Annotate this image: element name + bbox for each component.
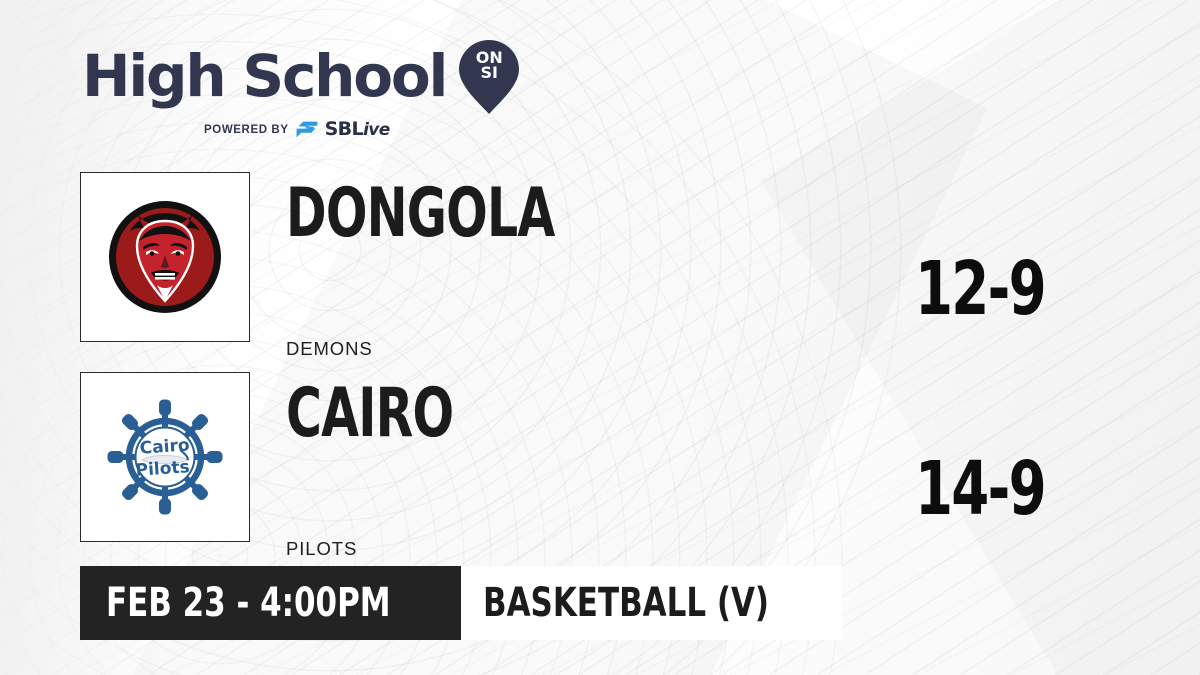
cairo-pilots-logo: Cairo Pilots [107,399,223,515]
svg-text:Pilots: Pilots [135,457,190,481]
sblive-s-mark-icon [296,121,317,138]
game-sport-block: BASKETBALL (V) [460,566,842,640]
home-team-logo-box: Cairo Pilots [80,372,250,542]
game-datetime-block: FEB 23 - 4:00PM [80,566,461,640]
home-team-name: CAIRO [286,374,454,453]
game-info-banner: FEB 23 - 4:00PM BASKETBALL (V) [80,566,842,640]
brand-lockup: High School ON SI [82,38,520,114]
away-team-logo-box [80,172,250,342]
pin-label: ON SI [458,48,520,82]
pin-label-line2: SI [480,63,498,82]
away-team-row: DONGOLA DEMONS 12-9 [0,172,1200,372]
powered-by-lockup: POWERED BY SBLive [204,120,512,139]
powered-by-label: POWERED BY [204,123,289,136]
dongola-demons-logo [109,201,221,313]
sblive-wordmark-bold: SBL [324,118,364,140]
game-sport-label: BASKETBALL (V) [482,580,769,626]
sblive-wordmark-italic: ive [363,120,390,140]
home-team-mascot: PILOTS [286,538,358,559]
away-team-name: DONGOLA [286,174,555,253]
home-team-record: 14-9 [914,446,1047,532]
brand-wordmark: High School [82,42,448,110]
home-team-row: Cairo Pilots CAIRO PILOTS 14-9 [0,372,1200,572]
away-team-record: 12-9 [914,246,1047,332]
svg-text:Cairo: Cairo [139,435,190,458]
game-datetime-label: FEB 23 - 4:00PM [106,580,391,626]
sblive-wordmark: SBLive [324,118,391,140]
away-team-mascot: DEMONS [286,338,373,359]
pin-label-line1: ON [475,48,503,67]
location-pin-icon: ON SI [458,40,520,114]
brand-header: High School ON SI POWERED BY SBLive [82,38,520,139]
